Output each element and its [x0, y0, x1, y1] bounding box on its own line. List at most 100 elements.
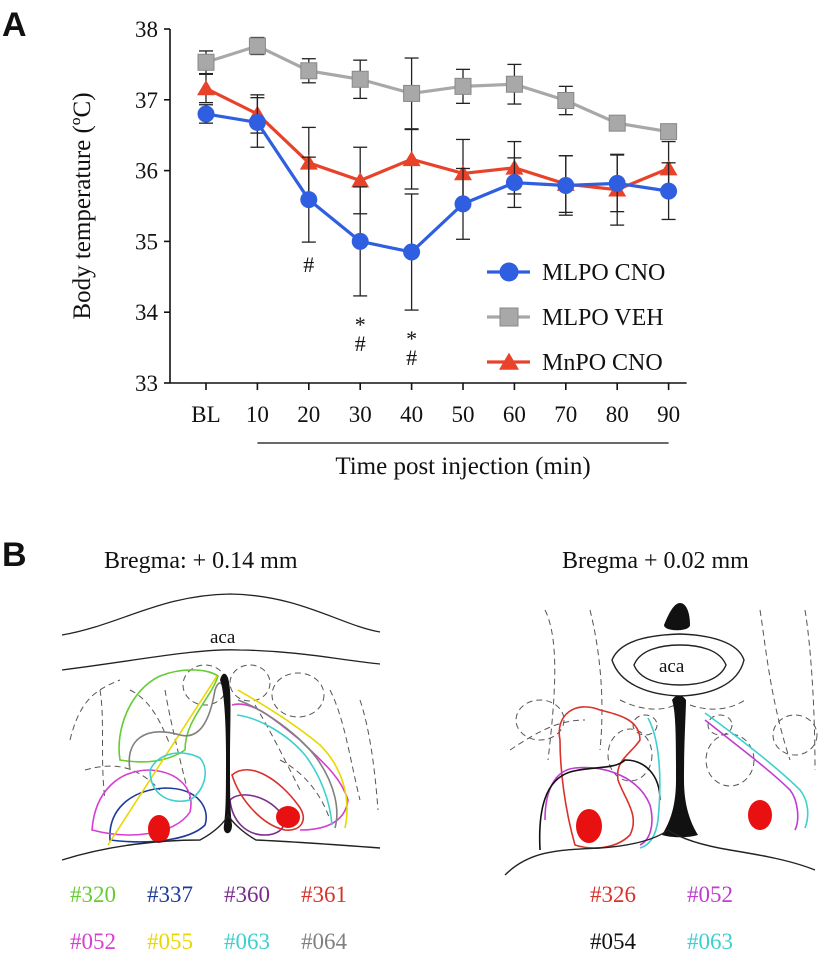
mouse-id-label: #063 [687, 929, 733, 954]
significance-mark: * [355, 312, 366, 337]
right-ventral-surface [504, 829, 816, 876]
data-point [248, 113, 266, 131]
left-aca-label: aca [210, 627, 236, 648]
data-point [403, 243, 421, 261]
data-point [300, 191, 318, 209]
right-aca-outer [611, 633, 745, 697]
data-point [454, 195, 472, 213]
data-point [351, 172, 370, 188]
series-line [205, 44, 669, 134]
series-line [205, 112, 669, 254]
x-tick-label: BL [191, 402, 220, 427]
data-point [499, 307, 519, 327]
chart-axes [169, 29, 687, 384]
legend-label: MnPO CNO [542, 350, 663, 376]
y-tick-label: 33 [135, 371, 158, 396]
left-injection-outlines [91, 669, 349, 846]
legend-item: MnPO CNO [487, 350, 663, 376]
mouse-id-label: #052 [70, 929, 116, 954]
legend-item: MLPO CNO [487, 260, 665, 286]
data-point [505, 174, 523, 192]
data-point [608, 114, 626, 132]
right-ventricle-top [664, 603, 690, 631]
data-point [660, 182, 678, 200]
data-point [197, 105, 215, 123]
significance-mark: # [303, 252, 314, 277]
x-tick-label: 50 [452, 402, 475, 427]
data-point [351, 232, 369, 250]
x-tick-label: 80 [606, 402, 629, 427]
x-tick-label: 70 [554, 402, 577, 427]
data-point [557, 92, 575, 110]
data-point [402, 150, 421, 167]
right-injection-outlines [538, 706, 809, 851]
panel-a-label: A [2, 6, 27, 44]
x-tick-labels: BL 10 20 30 40 50 60 70 80 90 [191, 383, 680, 427]
data-point [499, 262, 519, 282]
right-mouse-id-legend: #326 #052 #054 #063 [590, 882, 733, 954]
left-section-title: Bregma: + 0.14 mm [104, 548, 298, 574]
mouse-id-label: #055 [147, 929, 193, 954]
left-target-marker [148, 815, 170, 843]
left-section-outline [61, 649, 381, 671]
data-point [248, 37, 266, 55]
x-tick-label: 90 [657, 402, 680, 427]
data-point [300, 62, 318, 80]
data-point [403, 84, 421, 102]
series-mlpo-cno [197, 97, 678, 311]
x-tick-label: 30 [349, 402, 372, 427]
right-third-ventricle [662, 695, 698, 838]
significance-mark: # [355, 331, 366, 356]
data-point [557, 176, 575, 194]
right-right-target-marker [748, 800, 772, 830]
data-point [608, 174, 626, 192]
data-point [197, 53, 215, 71]
series-layer [197, 36, 678, 311]
legend-item: MLPO VEH [487, 305, 664, 331]
series-line [205, 87, 670, 192]
left-third-ventricle [220, 673, 232, 834]
y-tick-labels: 33 34 35 36 37 38 [135, 17, 170, 396]
x-tick-label: 60 [503, 402, 526, 427]
legend-label: MLPO CNO [542, 260, 665, 286]
x-tick-label: 10 [246, 402, 269, 427]
significance-annotations: #*# *# [303, 252, 417, 370]
right-brain-section: aca [504, 603, 818, 876]
y-tick-label: 34 [135, 300, 159, 325]
right-aca-label: aca [659, 656, 685, 677]
series-mnpo-cno [197, 73, 678, 226]
data-point [505, 75, 523, 93]
mouse-id-label: #360 [224, 882, 270, 907]
right-aca-inner [633, 644, 727, 686]
mouse-id-label: #063 [224, 929, 270, 954]
mouse-id-label: #361 [301, 882, 347, 907]
y-tick-label: 36 [135, 159, 158, 184]
right-target-marker [276, 806, 300, 828]
right-section-title: Bregma + 0.02 mm [562, 548, 749, 574]
chart-legend: MLPO CNO MLPO VEH MnPO CNO [487, 260, 665, 376]
right-region-boundaries [509, 609, 818, 787]
significance-mark: * [406, 326, 417, 351]
y-tick-label: 38 [135, 17, 158, 42]
right-left-target-marker [576, 809, 602, 843]
left-brain-section: aca [61, 593, 381, 861]
mouse-id-label: #052 [687, 882, 733, 907]
y-tick-label: 37 [135, 88, 158, 113]
left-region-boundaries [69, 664, 379, 821]
left-section-outline [61, 593, 381, 636]
x-tick-label: 20 [297, 402, 320, 427]
mouse-id-label: #054 [590, 929, 637, 954]
data-point [197, 80, 215, 96]
body-temperature-chart: 33 34 35 36 37 38 BL 10 20 30 40 50 60 70 80 90 Body t… [69, 17, 687, 480]
x-axis-label: Time post injection (min) [335, 453, 590, 480]
data-point [499, 352, 519, 370]
panel-b-label: B [2, 536, 27, 574]
mouse-id-label: #326 [590, 882, 636, 907]
left-mouse-id-legend: #320 #337 #360 #361 #052 #055 #063 #064 [70, 882, 348, 954]
mouse-id-label: #064 [301, 929, 348, 954]
data-point [351, 70, 369, 88]
mouse-id-label: #337 [147, 882, 193, 907]
left-ventral-surface [61, 813, 381, 861]
data-point [660, 123, 678, 141]
series-mlpo-veh [197, 36, 678, 141]
